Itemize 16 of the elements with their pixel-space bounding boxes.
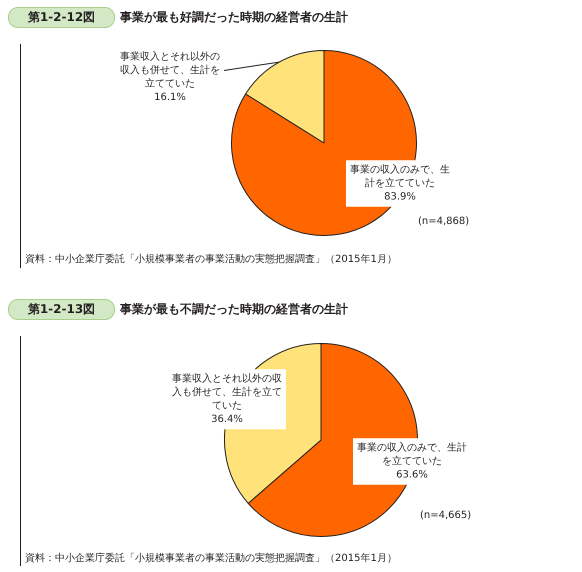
slice-label: 事業の収入のみで、生計を立てていた xyxy=(350,164,450,190)
data-label: 63.6% xyxy=(396,470,428,481)
text: 資料：中小企業庁委託「小規模事業者の事業活動の実態把握調査」（2015年1月） xyxy=(25,552,397,565)
slice-label: 事業収入とそれ以外の収入も併せて、生計を立てていた xyxy=(172,372,282,412)
data-label: 83.9% xyxy=(384,192,416,203)
chart-title: 事業が最も好調だった時期の経営者の生計 xyxy=(120,9,348,26)
data-label: 36.4% xyxy=(211,414,243,426)
slice-label: 事業収入とそれ以外の収入も併せて、生計を立てていた xyxy=(120,50,220,90)
chart-title: 事業が最も不調だった時期の経営者の生計 xyxy=(120,301,348,318)
data-label: 16.1% xyxy=(154,92,186,104)
slice-label: 事業の収入のみで、生計を立てていた xyxy=(357,442,467,468)
text: (n=4,665) xyxy=(420,510,472,522)
text: 第1-2-13図 xyxy=(8,299,115,320)
text: (n=4,868) xyxy=(418,216,470,228)
text: 資料：中小企業庁委託「小規模事業者の事業活動の実態把握調査」（2015年1月） xyxy=(25,253,397,266)
text: 第1-2-12図 xyxy=(8,7,115,28)
